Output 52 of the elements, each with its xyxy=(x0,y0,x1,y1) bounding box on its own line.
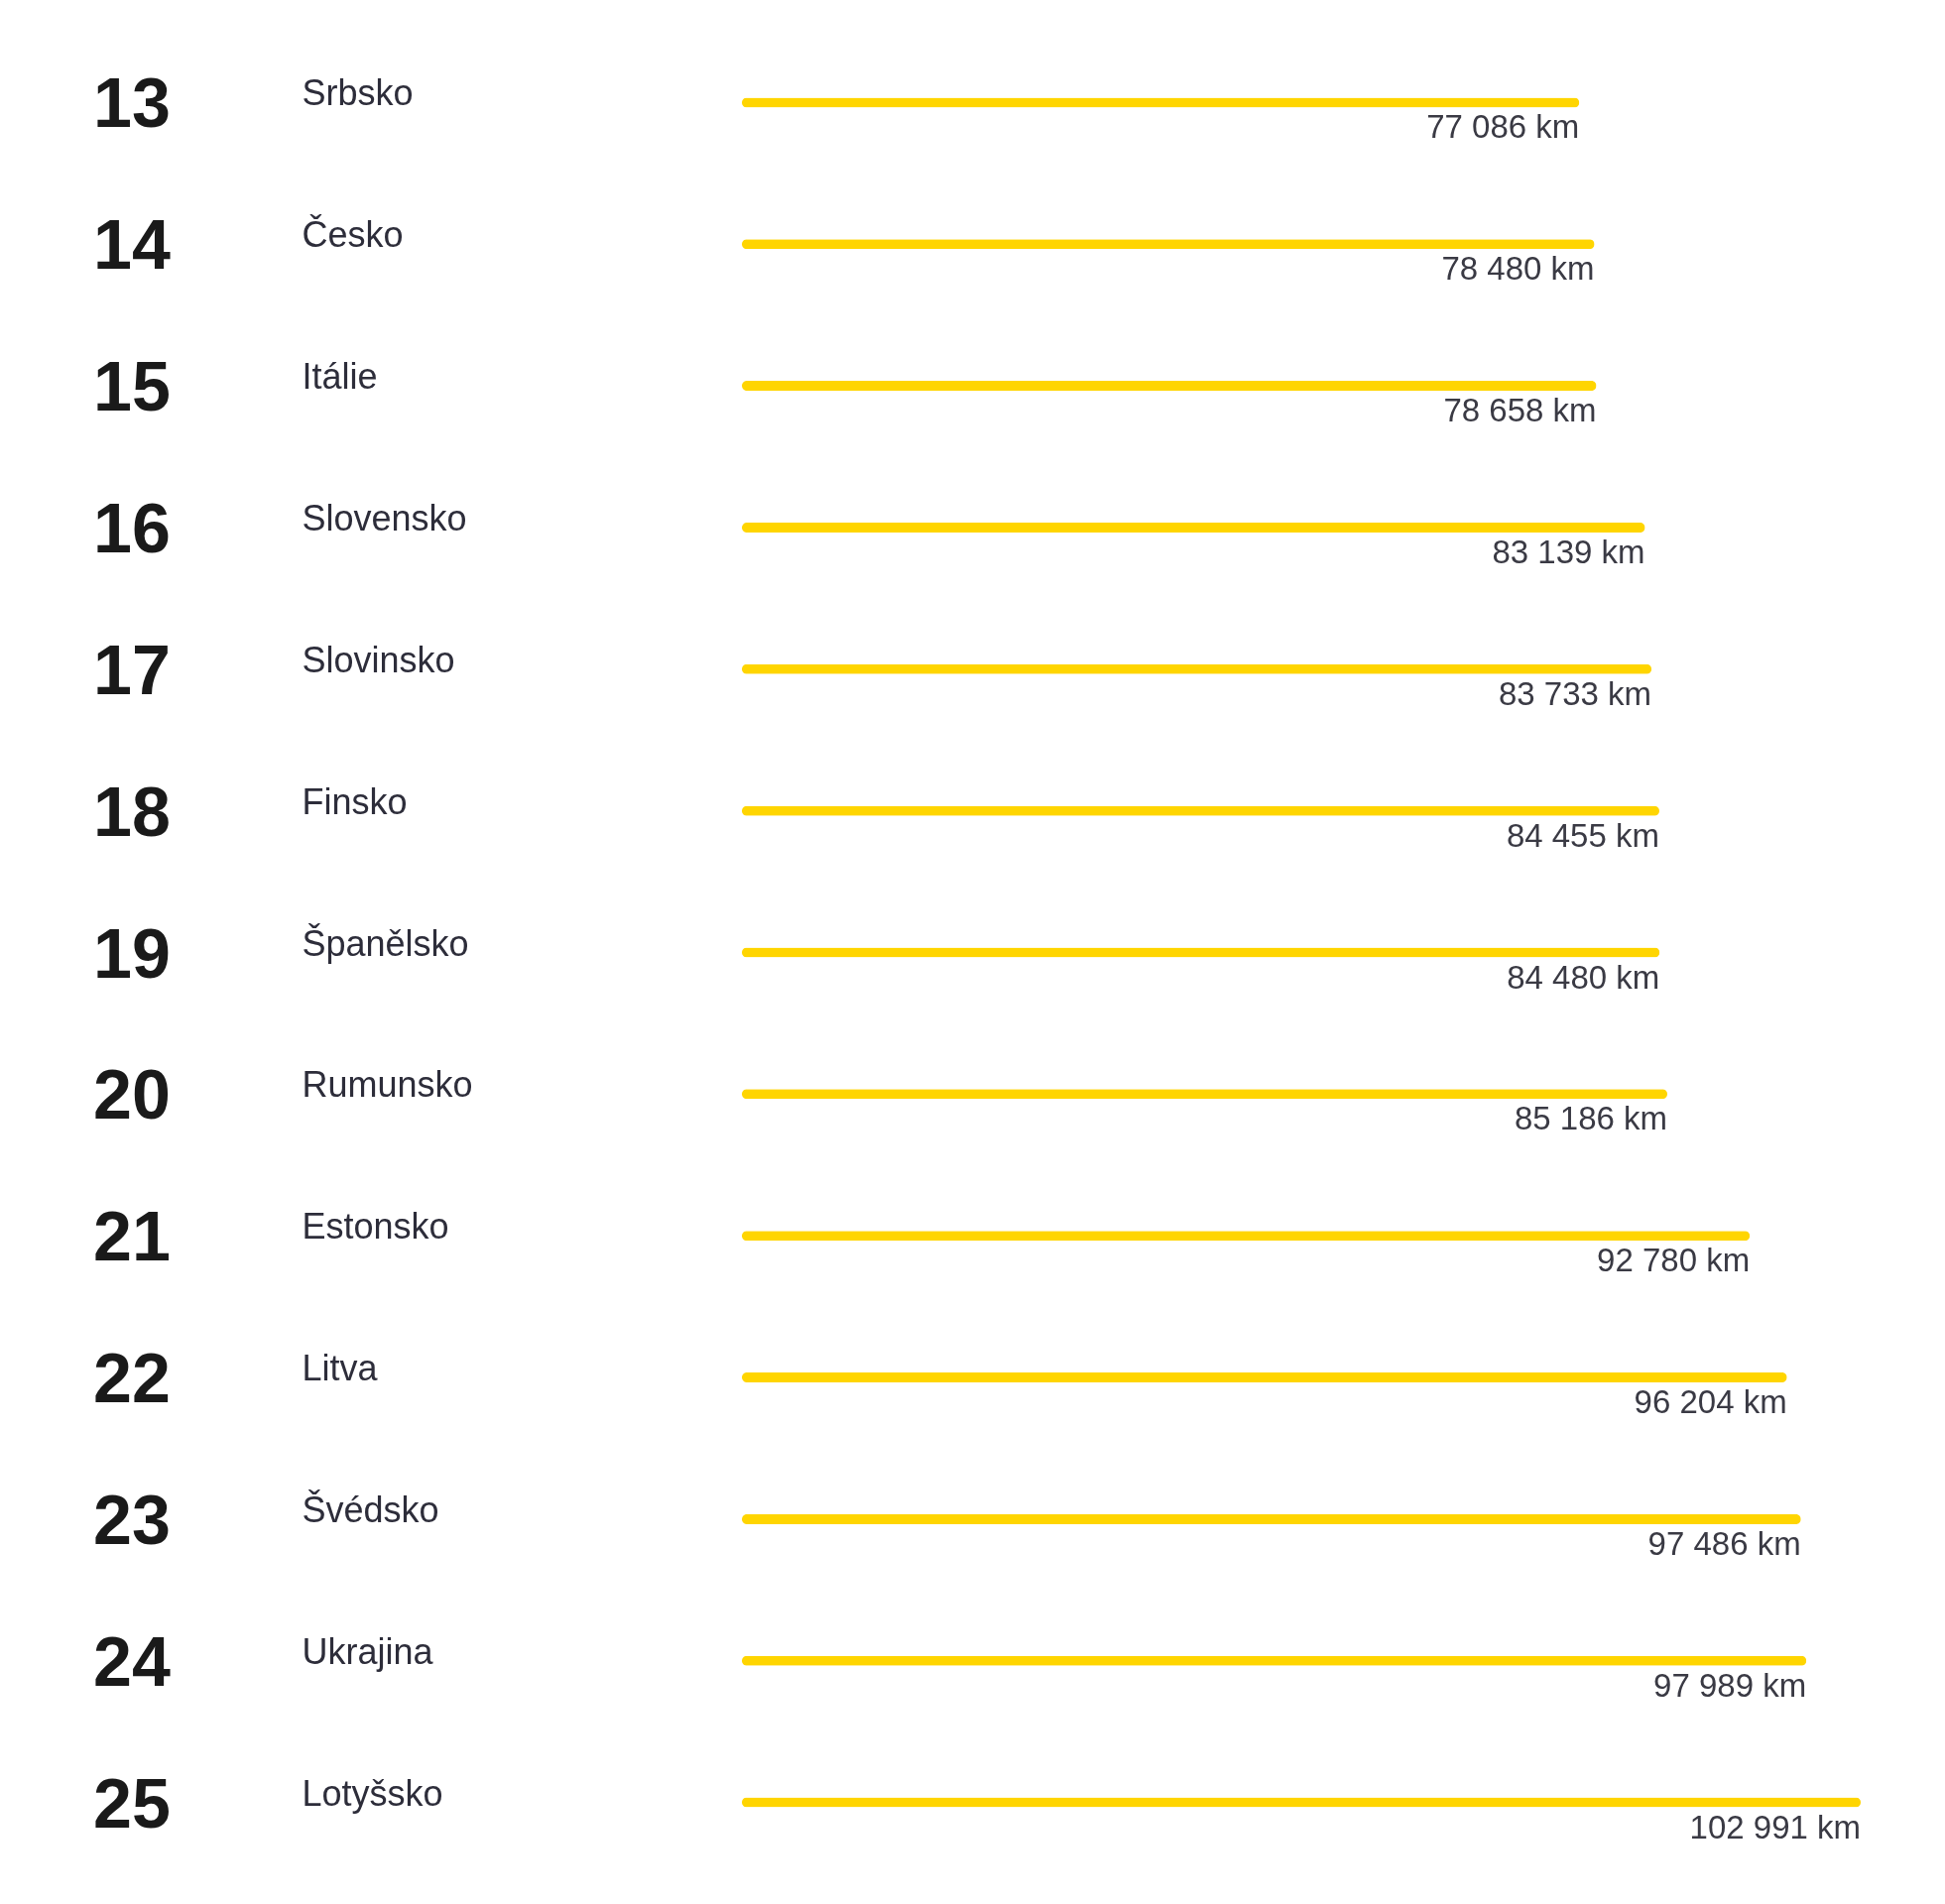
y2-tick-label: 24 xyxy=(93,1622,171,1701)
data-label: 78 658 km xyxy=(1443,392,1597,429)
y2-tick-label: 13 xyxy=(93,64,171,143)
data-label: 78 480 km xyxy=(1441,250,1595,288)
y2-tick-label: 22 xyxy=(93,1340,171,1418)
bar xyxy=(742,663,1652,674)
bar xyxy=(742,522,1645,533)
bar xyxy=(742,381,1597,392)
y2-tick-label: 15 xyxy=(93,348,171,426)
y-tick-label: Lotyšsko xyxy=(302,1772,443,1814)
data-label: 85 186 km xyxy=(1514,1100,1667,1137)
y-tick-label: Litva xyxy=(302,1348,379,1389)
y2-tick-label: 14 xyxy=(93,206,171,285)
bar xyxy=(742,1231,1751,1242)
y-tick-label: Rumunsko xyxy=(302,1064,473,1106)
data-label: 83 733 km xyxy=(1498,674,1652,712)
y2-tick-label: 18 xyxy=(93,773,171,851)
y2-tick-label: 17 xyxy=(93,631,171,709)
y-tick-label: Slovensko xyxy=(302,497,467,538)
y2-tick-label: 25 xyxy=(93,1764,171,1843)
y-tick-label: Finsko xyxy=(302,780,408,822)
data-label: 83 139 km xyxy=(1492,533,1645,570)
data-label: 97 989 km xyxy=(1653,1666,1807,1704)
bar xyxy=(742,947,1660,958)
data-label: 102 991 km xyxy=(1689,1808,1861,1845)
y2-tick-label: 20 xyxy=(93,1056,171,1134)
y-tick-label: Itálie xyxy=(302,356,378,398)
bar xyxy=(742,1372,1787,1383)
y-tick-label: Slovinsko xyxy=(302,639,455,680)
y-tick-label: Švédsko xyxy=(302,1488,439,1530)
y-tick-label: Srbsko xyxy=(302,72,414,114)
y-tick-label: Česko xyxy=(302,214,404,256)
bar xyxy=(742,1513,1801,1524)
y2-tick-label: 19 xyxy=(93,914,171,993)
bar xyxy=(742,805,1659,816)
bar xyxy=(742,1797,1861,1808)
y-tick-label: Španělsko xyxy=(302,922,469,964)
y-tick-label: Ukrajina xyxy=(302,1630,434,1672)
y2-tick-label: 16 xyxy=(93,489,171,567)
y2-tick-label: 23 xyxy=(93,1481,171,1559)
data-label: 96 204 km xyxy=(1634,1383,1787,1421)
bar xyxy=(742,97,1580,108)
bar xyxy=(742,1089,1667,1100)
data-label: 77 086 km xyxy=(1426,108,1580,146)
y2-tick-label: 21 xyxy=(93,1198,171,1276)
data-label: 97 486 km xyxy=(1647,1524,1801,1562)
bar xyxy=(742,1655,1807,1666)
data-label: 84 480 km xyxy=(1507,958,1660,996)
data-label: 92 780 km xyxy=(1597,1242,1751,1279)
bar xyxy=(742,239,1595,250)
data-label: 84 455 km xyxy=(1506,816,1659,854)
y-tick-label: Estonsko xyxy=(302,1206,449,1248)
